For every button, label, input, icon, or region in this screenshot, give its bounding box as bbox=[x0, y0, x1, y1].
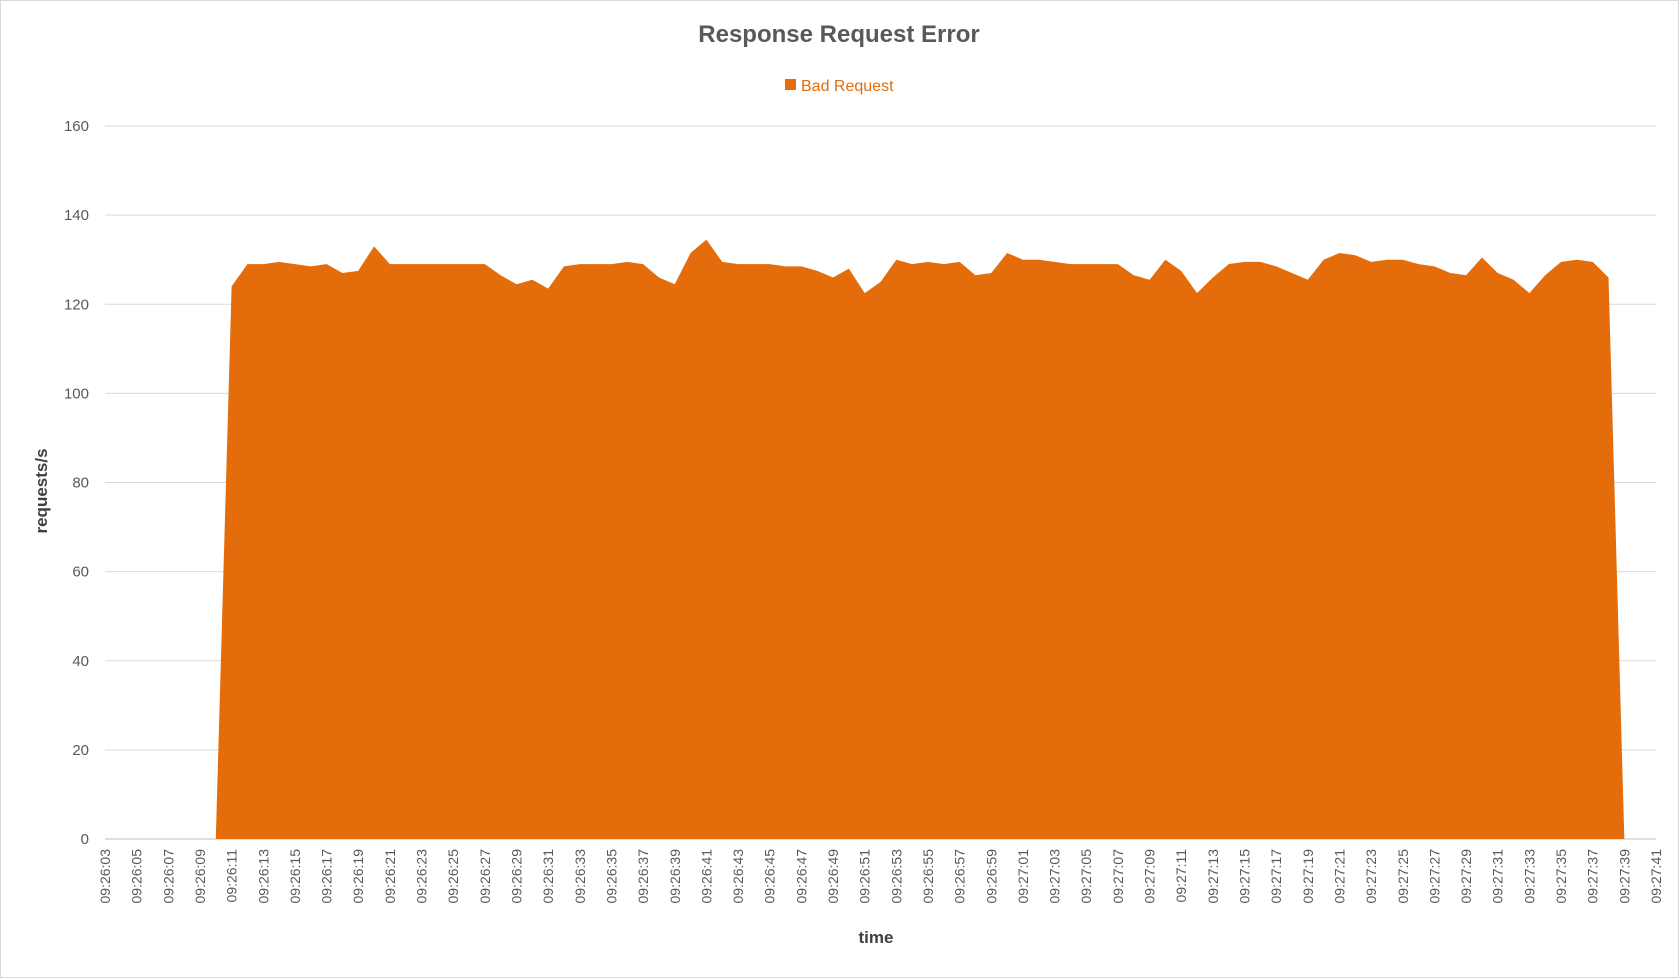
x-tick-label: 09:26:19 bbox=[350, 849, 366, 904]
x-tick-label: 09:27:41 bbox=[1648, 849, 1664, 904]
x-tick-label: 09:26:41 bbox=[698, 849, 714, 904]
x-tick-label: 09:26:05 bbox=[129, 849, 145, 904]
y-tick-label: 80 bbox=[72, 475, 89, 492]
x-tick-label: 09:26:25 bbox=[445, 849, 461, 904]
x-tick-label: 09:26:49 bbox=[825, 849, 841, 904]
x-tick-label: 09:27:03 bbox=[1047, 849, 1063, 904]
x-tick-label: 09:26:47 bbox=[793, 849, 809, 904]
x-tick-label: 09:26:33 bbox=[572, 849, 588, 904]
y-tick-label: 60 bbox=[72, 564, 89, 581]
x-tick-label: 09:27:21 bbox=[1331, 849, 1347, 904]
x-tick-label: 09:26:07 bbox=[160, 849, 176, 904]
y-tick-label: 40 bbox=[72, 653, 89, 670]
x-tick-label: 09:27:15 bbox=[1237, 849, 1253, 904]
x-tick-label: 09:26:15 bbox=[287, 849, 303, 904]
x-tick-label: 09:27:29 bbox=[1458, 849, 1474, 904]
chart-title: Response Request Error bbox=[698, 21, 979, 48]
y-tick-label: 0 bbox=[81, 831, 89, 848]
y-tick-label: 160 bbox=[64, 118, 89, 135]
x-tick-label: 09:27:39 bbox=[1616, 849, 1632, 904]
x-tick-label: 09:27:11 bbox=[1173, 849, 1189, 903]
y-tick-label: 120 bbox=[64, 296, 89, 313]
x-tick-label: 09:26:59 bbox=[983, 849, 999, 904]
x-tick-label: 09:27:07 bbox=[1110, 849, 1126, 904]
y-axis-title: requests/s bbox=[32, 448, 51, 533]
x-tick-label: 09:26:31 bbox=[540, 849, 556, 904]
x-tick-label: 09:26:27 bbox=[477, 849, 493, 904]
x-tick-label: 09:26:43 bbox=[730, 849, 746, 904]
x-tick-label: 09:27:37 bbox=[1585, 849, 1601, 904]
x-tick-label: 09:26:39 bbox=[667, 849, 683, 904]
x-tick-label: 09:26:53 bbox=[888, 849, 904, 904]
x-tick-label: 09:26:21 bbox=[382, 849, 398, 904]
x-tick-label: 09:27:33 bbox=[1521, 849, 1537, 904]
x-tick-label: 09:26:35 bbox=[603, 849, 619, 904]
series-area-bad-request bbox=[105, 239, 1656, 839]
legend-swatch bbox=[785, 79, 796, 90]
x-tick-label: 09:26:57 bbox=[952, 849, 968, 904]
x-tick-label: 09:26:37 bbox=[635, 849, 651, 904]
x-axis: 09:26:03 09:26:05 09:26:07 09:26:09 09:26:11… bbox=[97, 849, 1664, 904]
x-tick-label: 09:27:19 bbox=[1300, 849, 1316, 904]
x-tick-label: 09:26:03 bbox=[97, 849, 113, 904]
x-tick-label: 09:27:17 bbox=[1268, 849, 1284, 904]
x-tick-label: 09:27:09 bbox=[1142, 849, 1158, 904]
x-tick-label: 09:27:13 bbox=[1205, 849, 1221, 904]
x-tick-label: 09:26:13 bbox=[255, 849, 271, 904]
legend-label: Bad Request bbox=[801, 78, 894, 95]
x-tick-label: 09:26:55 bbox=[920, 849, 936, 904]
y-axis: 0 20 40 60 80 100 120 140 160 bbox=[64, 118, 89, 848]
legend: Bad Request bbox=[785, 78, 894, 95]
y-tick-label: 140 bbox=[64, 207, 89, 224]
x-tick-label: 09:26:23 bbox=[414, 849, 430, 904]
plot-area bbox=[105, 239, 1656, 839]
x-tick-label: 09:27:31 bbox=[1490, 849, 1506, 904]
x-tick-label: 09:26:11 bbox=[224, 849, 240, 903]
x-tick-label: 09:27:23 bbox=[1363, 849, 1379, 904]
x-tick-label: 09:27:35 bbox=[1553, 849, 1569, 904]
x-tick-label: 09:26:51 bbox=[857, 849, 873, 904]
y-tick-label: 20 bbox=[72, 742, 89, 759]
x-tick-label: 09:26:17 bbox=[319, 849, 335, 904]
x-tick-label: 09:27:01 bbox=[1015, 849, 1031, 904]
x-tick-label: 09:27:27 bbox=[1426, 849, 1442, 904]
x-tick-label: 09:26:29 bbox=[508, 849, 524, 904]
x-tick-label: 09:26:45 bbox=[762, 849, 778, 904]
x-tick-label: 09:27:25 bbox=[1395, 849, 1411, 904]
x-axis-title: time bbox=[859, 928, 894, 947]
x-tick-label: 09:27:05 bbox=[1078, 849, 1094, 904]
x-tick-label: 09:26:09 bbox=[192, 849, 208, 904]
y-tick-label: 100 bbox=[64, 385, 89, 402]
